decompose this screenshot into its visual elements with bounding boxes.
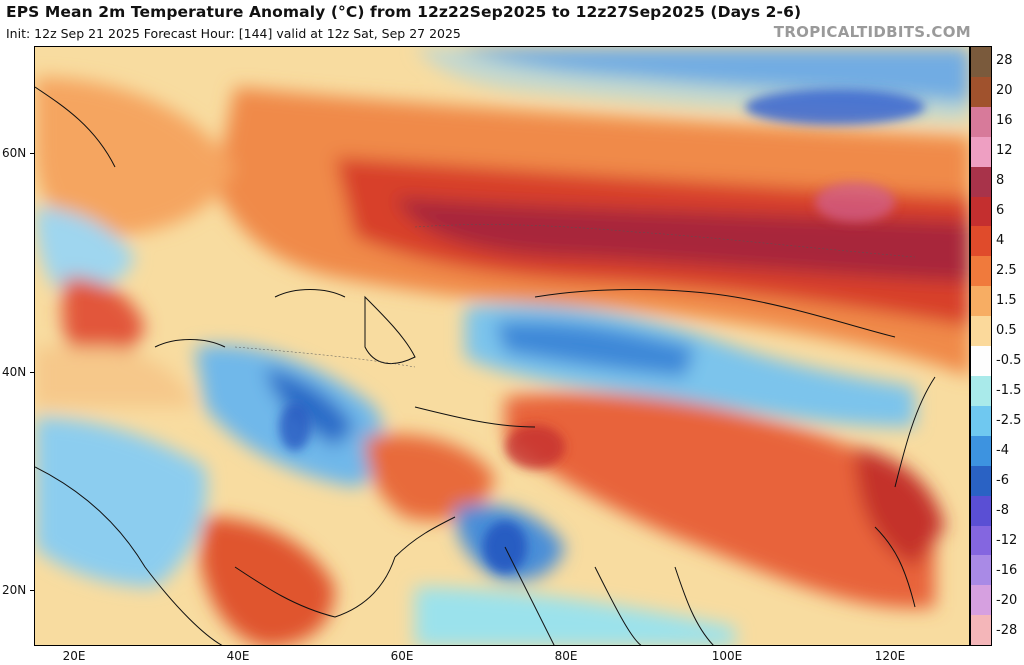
colorbar-label: -1.5 [996,383,1022,398]
colorbar-label: 6 [996,203,1005,218]
lat-label-60n: 60N [2,146,27,160]
colorbar-label: -6 [996,473,1009,488]
colorbar-swatch [971,256,991,287]
lat-tick [30,372,34,373]
lon-label-120e: 120E [874,649,906,663]
colorbar-swatch [971,555,991,586]
colorbar-swatch [971,166,991,197]
lat-label-40n: 40N [2,365,27,379]
colorbar-swatch [971,525,991,556]
brand-watermark: TROPICALTIDBITS.COM [773,23,971,41]
lat-tick [30,153,34,154]
lon-label-40e: 40E [226,649,250,663]
lon-label-80e: 80E [554,649,578,663]
colorbar-swatch [971,585,991,616]
colorbar-swatch [971,316,991,347]
colorbar-label: 4 [996,233,1005,248]
colorbar-label: -8 [996,503,1009,518]
colorbar-label: 20 [996,83,1013,98]
colorbar-swatch [971,136,991,167]
colorbar-swatch [971,615,991,646]
colorbar-swatch [971,465,991,496]
anomaly-field [35,47,969,645]
colorbar-label: 12 [996,143,1013,158]
colorbar-label: 8 [996,173,1005,188]
lon-label-100e: 100E [711,649,743,663]
colorbar-swatch [971,76,991,107]
colorbar-label: -0.5 [996,353,1022,368]
colorbar-swatch [971,286,991,317]
colorbar-label: 0.5 [996,323,1017,338]
colorbar-label: 1.5 [996,293,1017,308]
lon-label-20e: 20E [62,649,86,663]
colorbar-swatch [971,196,991,227]
colorbar-label: 16 [996,113,1013,128]
lon-label-60e: 60E [390,649,414,663]
colorbar-label: 28 [996,53,1013,68]
lat-tick [30,590,34,591]
colorbar-swatch [971,47,991,77]
colorbar [970,46,992,646]
anomaly-map [34,46,970,646]
colorbar-swatch [971,226,991,257]
colorbar-label: -28 [996,623,1018,638]
colorbar-swatch [971,495,991,526]
colorbar-swatch [971,346,991,376]
lat-label-20n: 20N [2,583,27,597]
colorbar-label: -16 [996,563,1018,578]
colorbar-swatch [971,405,991,436]
colorbar-label: -4 [996,443,1009,458]
colorbar-swatch [971,106,991,137]
colorbar-swatch [971,435,991,466]
map-title: EPS Mean 2m Temperature Anomaly (°C) fro… [6,3,802,21]
colorbar-label: 2.5 [996,263,1017,278]
colorbar-swatch [971,375,991,406]
colorbar-label: -2.5 [996,413,1022,428]
colorbar-label: -12 [996,533,1018,548]
map-subtitle: Init: 12z Sep 21 2025 Forecast Hour: [14… [6,26,461,41]
colorbar-label: -20 [996,593,1018,608]
